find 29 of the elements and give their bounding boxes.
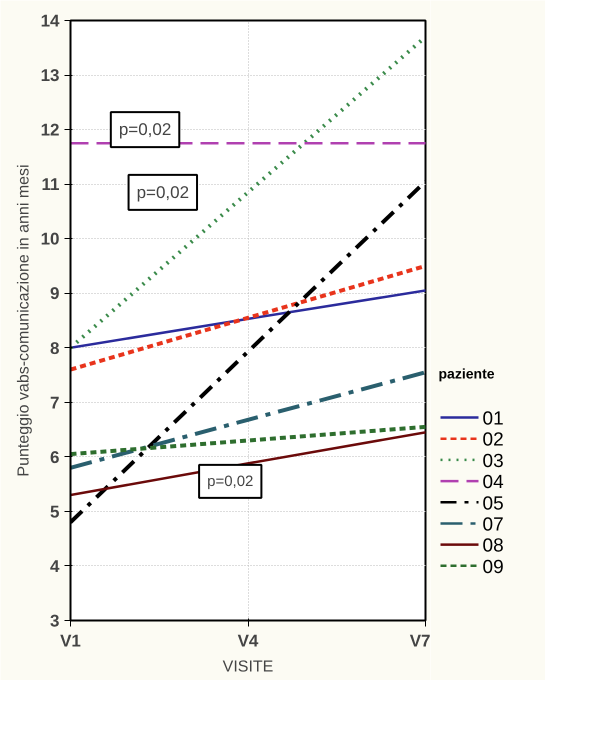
x-tick-label: V4 — [238, 632, 259, 650]
y-tick-label: 12 — [40, 120, 60, 140]
legend-label: 03 — [482, 450, 504, 472]
y-tick-label: 5 — [50, 502, 60, 522]
y-axis-title: Punteggio vabs-comunicazione in anni mesi — [16, 164, 33, 477]
y-tick-label: 8 — [50, 338, 60, 358]
x-tick-label: V1 — [60, 632, 81, 650]
annotation: p=0,02 — [118, 120, 172, 140]
y-tick-label: 13 — [40, 66, 60, 86]
legend-label: 02 — [482, 430, 504, 451]
annotation: p=0,02 — [207, 472, 254, 490]
y-tick-label: 7 — [50, 393, 60, 412]
y-tick-label: 11 — [42, 175, 60, 194]
legend-label: 07 — [482, 514, 504, 536]
legend-label: 09 — [482, 556, 504, 578]
y-tick-label: 3 — [50, 612, 60, 630]
x-axis-title: VISITE — [222, 658, 274, 676]
y-tick-label: 6 — [50, 448, 60, 467]
legend-label: 08 — [482, 536, 504, 557]
annotation: p=0,02 — [136, 182, 190, 202]
legend-label: 04 — [482, 472, 504, 494]
legend-label: 05 — [482, 493, 504, 514]
y-tick-label: 10 — [40, 230, 60, 249]
legend-label: 01 — [482, 408, 504, 430]
y-tick-label: 4 — [50, 556, 60, 576]
y-tick-label: 9 — [50, 284, 60, 304]
x-tick-label: V7 — [410, 632, 431, 650]
legend-title: paziente — [438, 365, 495, 382]
y-tick-label: 14 — [40, 12, 60, 30]
